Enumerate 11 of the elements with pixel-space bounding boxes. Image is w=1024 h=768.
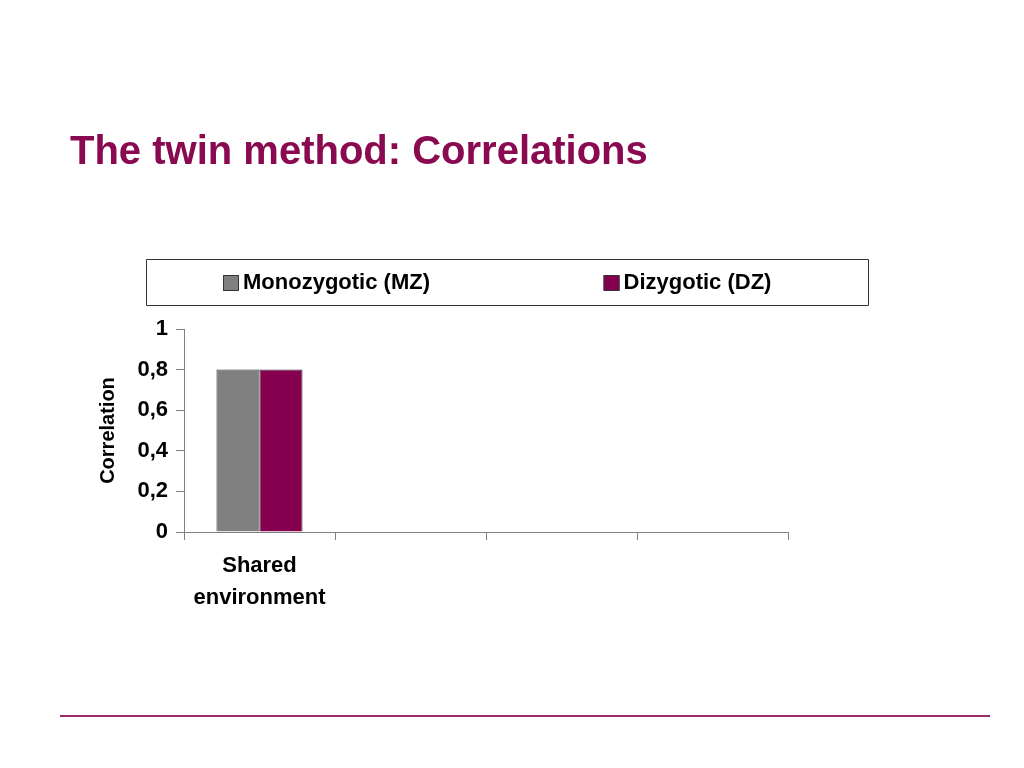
legend-label: Dizygotic (DZ) [623,269,772,295]
y-tick-label: 0 [155,518,168,544]
y-tick-label: 1 [155,315,168,341]
y-tick-label: 0,8 [137,355,168,381]
y-tick-label: 0,4 [137,436,169,462]
y-tick-label: 0,6 [137,396,168,422]
x-tick-label: Shared environment [193,552,327,609]
y-tick-label: 0,2 [137,477,168,503]
legend-label: Monozygotic (MZ) [243,269,430,295]
chart-title: The twin method: Correlations [70,128,648,172]
y-axis-title: Correlation [95,377,118,484]
